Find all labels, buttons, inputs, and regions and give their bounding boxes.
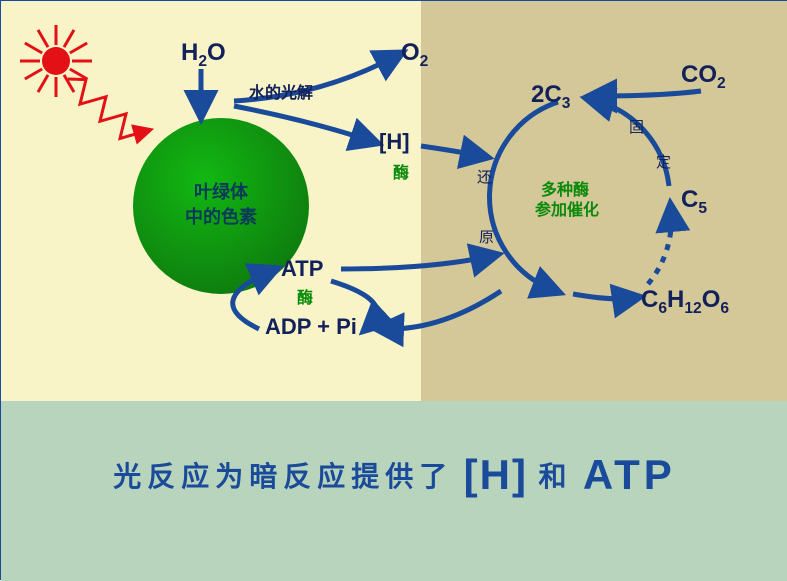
- arc-label-yuan: 原: [479, 226, 494, 247]
- label-h2o: H2O: [181, 39, 226, 71]
- arc-label-ding: 定: [656, 151, 671, 172]
- label-enzyme-1: 酶: [393, 159, 409, 183]
- label-adp: ADP + Pi: [265, 314, 357, 340]
- label-c6: C6H12O6: [641, 286, 729, 318]
- label-cycle-center-2: 参加催化: [535, 196, 599, 220]
- chloroplast-label-1: 叶绿体: [133, 178, 309, 204]
- label-h: [H]: [379, 129, 410, 155]
- bottom-caption: 光反应为暗反应提供了 [H] 和 ATP: [1, 451, 787, 499]
- label-atp: ATP: [281, 256, 323, 282]
- label-c5: C5: [681, 186, 707, 218]
- label-photolysis: 水的光解: [249, 79, 313, 103]
- label-enzyme-2: 酶: [297, 284, 313, 308]
- label-co2: CO2: [681, 61, 726, 93]
- label-o2: O2: [401, 39, 428, 71]
- background-right: [421, 1, 787, 401]
- label-c3: 2C3: [531, 81, 570, 113]
- chloroplast-label-2: 中的色素: [133, 203, 309, 229]
- arc-label-gu: 固: [629, 116, 644, 137]
- arc-label-huan: 还: [477, 166, 492, 187]
